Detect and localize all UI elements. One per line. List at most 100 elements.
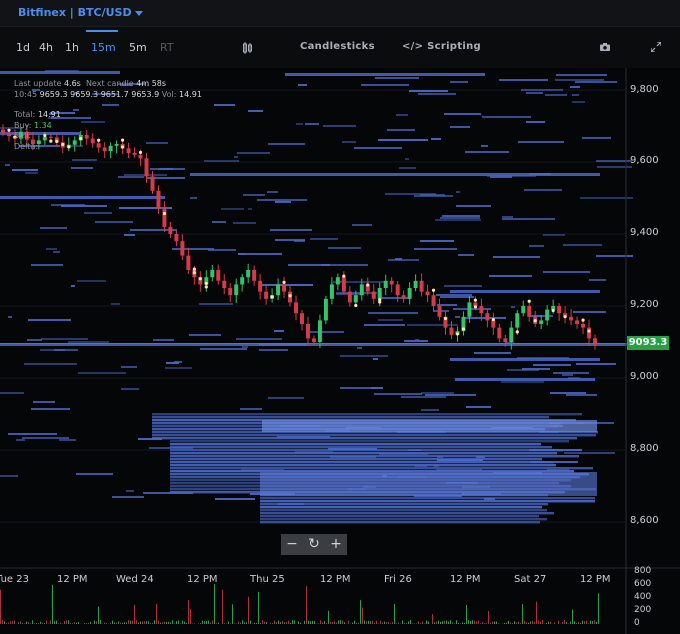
liquidity-band <box>260 503 548 506</box>
liquidity-level <box>53 251 60 253</box>
info-row-total: Total: 14.91 <box>14 110 202 121</box>
candles-icon[interactable] <box>243 42 252 54</box>
info-row-sell: Sell: <box>14 131 202 142</box>
volume-bar <box>478 620 479 624</box>
liquidity-level <box>564 452 615 454</box>
volume-bar <box>2 620 3 624</box>
candle-body <box>282 284 287 292</box>
candle-body <box>174 234 179 242</box>
last-update-label: Last update <box>14 79 62 88</box>
candle-body <box>383 280 388 288</box>
volume-bar <box>184 621 185 624</box>
volume-bar <box>390 623 391 624</box>
timeframe-5m[interactable]: 5m <box>129 41 147 54</box>
candle-body <box>359 284 364 296</box>
volume-tick: 200 <box>634 605 652 615</box>
zoom-out-button[interactable]: − <box>281 534 303 555</box>
volume-bar <box>570 621 571 624</box>
volume-bar <box>306 586 307 624</box>
delta-label: Delta: <box>14 141 39 151</box>
candle-body <box>581 324 586 328</box>
liquidity-level <box>531 315 542 317</box>
liquidity-level <box>453 308 491 310</box>
timeframe-15m[interactable]: 15m <box>91 41 116 54</box>
liquidity-level <box>437 304 457 306</box>
pair-name: BTC/USD <box>77 6 132 19</box>
liquidity-level <box>262 284 313 286</box>
volume-bar <box>258 591 259 624</box>
liquidity-level <box>71 285 75 287</box>
camera-icon[interactable] <box>600 43 610 51</box>
trade-dot <box>354 303 358 308</box>
liquidity-level <box>550 392 586 394</box>
candlesticks-button[interactable]: Candlesticks <box>300 41 375 52</box>
trade-dot <box>366 283 370 287</box>
volume-bar <box>244 622 245 624</box>
trade-dot <box>473 298 478 302</box>
candle-body <box>491 320 496 328</box>
volume-bar <box>60 622 61 624</box>
liquidity-level <box>321 264 368 266</box>
volume-bar <box>504 622 505 624</box>
volume-bar <box>404 623 405 624</box>
volume-bar <box>388 622 389 624</box>
symbol-selector[interactable]: Bitfinex | BTC/USD <box>18 6 143 19</box>
timeframe-4h[interactable]: 4h <box>39 41 53 54</box>
volume-bar <box>250 620 251 624</box>
volume-bar <box>436 621 437 624</box>
liquidity-level <box>572 101 585 103</box>
volume-bar <box>148 621 149 624</box>
liquidity-level <box>435 219 481 221</box>
candle-body <box>401 295 406 299</box>
scripting-button[interactable]: </> Scripting <box>402 41 481 52</box>
liquidity-level <box>19 145 60 147</box>
liquidity-level <box>68 341 109 343</box>
liquidity-level <box>529 245 544 247</box>
candle-body <box>467 302 472 317</box>
liquidity-band <box>260 515 539 518</box>
liquidity-level <box>371 387 383 389</box>
liquidity-level <box>236 338 282 340</box>
heatmap-chart[interactable] <box>0 68 680 634</box>
candle-body <box>425 291 430 296</box>
toolbar: 1d 4h 1h 15m 5m RT Candlesticks </> Scri… <box>0 36 680 60</box>
volume-bar <box>232 604 233 624</box>
volume-bar <box>578 621 579 624</box>
volume-bar <box>280 622 281 624</box>
liquidity-level <box>0 475 18 477</box>
candle-body <box>419 280 424 292</box>
liquidity-level <box>407 324 458 326</box>
code-icon: </> <box>402 41 424 52</box>
reset-zoom-button[interactable]: ↻ <box>303 534 325 555</box>
volume-bar <box>200 623 201 624</box>
liquidity-level <box>234 156 238 158</box>
candle-body <box>132 153 137 155</box>
volume-bar <box>204 621 205 624</box>
volume-bar <box>96 621 97 624</box>
liquidity-level <box>172 248 214 250</box>
zoom-in-button[interactable]: + <box>325 534 347 555</box>
candle-body <box>24 131 29 140</box>
volume-bar <box>248 596 249 624</box>
timeframe-1d[interactable]: 1d <box>16 41 30 54</box>
volume-bar <box>292 620 293 624</box>
liquidity-level <box>208 249 236 251</box>
liquidity-level <box>121 84 132 86</box>
volume-bar <box>428 621 429 624</box>
trade-dot <box>43 133 47 138</box>
volume-bar <box>56 620 57 624</box>
trade-dot <box>515 330 519 334</box>
expand-icon[interactable] <box>651 42 661 52</box>
volume-bar <box>342 620 343 624</box>
trade-dot <box>461 327 466 331</box>
liquidity-level <box>596 160 632 162</box>
timeframe-1h[interactable]: 1h <box>65 41 79 54</box>
liquidity-band <box>260 497 595 500</box>
liquidity-level <box>373 358 378 360</box>
volume-bar <box>98 606 99 624</box>
liquidity-level <box>146 142 168 144</box>
liquidity-level <box>466 406 491 408</box>
candle-body <box>323 298 328 321</box>
volume-bar <box>492 621 493 624</box>
timeframe-rt[interactable]: RT <box>160 41 174 54</box>
